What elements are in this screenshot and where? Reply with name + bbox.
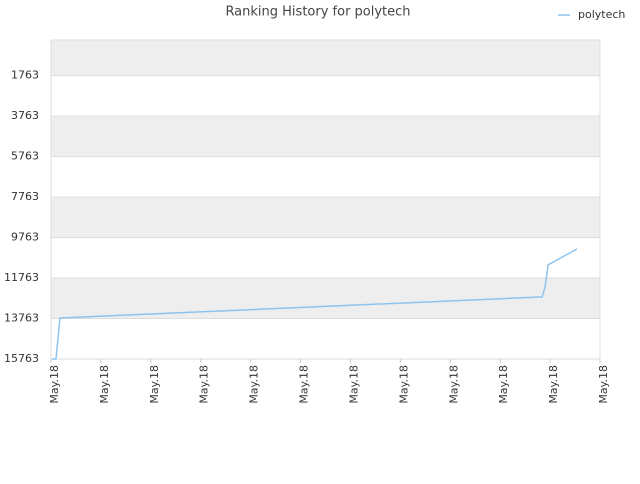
x-tick-label: May.18 bbox=[497, 365, 510, 404]
legend-label: polytech bbox=[578, 8, 625, 21]
x-tick-label: May.18 bbox=[397, 365, 410, 404]
y-tick-label: 7763 bbox=[11, 190, 39, 203]
x-tick-label: May.18 bbox=[597, 365, 610, 404]
x-tick-label: May.18 bbox=[98, 365, 111, 404]
y-tick-label: 5763 bbox=[11, 150, 39, 163]
plot-band bbox=[51, 116, 600, 157]
y-tick-label: 9763 bbox=[11, 231, 39, 244]
x-tick-label: May.18 bbox=[198, 365, 211, 404]
x-tick-label: May.18 bbox=[48, 365, 61, 404]
y-tick-label: 15763 bbox=[4, 352, 39, 365]
plot-band bbox=[51, 237, 600, 279]
plot-band bbox=[51, 75, 600, 117]
plot-band bbox=[51, 318, 600, 359]
x-tick-label: May.18 bbox=[547, 365, 560, 404]
x-tick-label: May.18 bbox=[148, 365, 161, 404]
x-tick-label: May.18 bbox=[248, 365, 261, 404]
y-tick-label: 3763 bbox=[11, 109, 39, 122]
plot-band bbox=[51, 40, 600, 76]
x-tick-label: May.18 bbox=[298, 365, 311, 404]
y-tick-label: 11763 bbox=[4, 271, 39, 284]
plot-band bbox=[51, 197, 600, 238]
plot-band bbox=[51, 156, 600, 198]
x-tick-label: May.18 bbox=[447, 365, 460, 404]
series-line bbox=[51, 248, 578, 360]
x-tick-label: May.18 bbox=[347, 365, 360, 404]
chart-title: Ranking History for polytech bbox=[225, 5, 410, 20]
y-tick-label: 1763 bbox=[11, 69, 39, 82]
y-tick-label: 13763 bbox=[4, 312, 39, 325]
